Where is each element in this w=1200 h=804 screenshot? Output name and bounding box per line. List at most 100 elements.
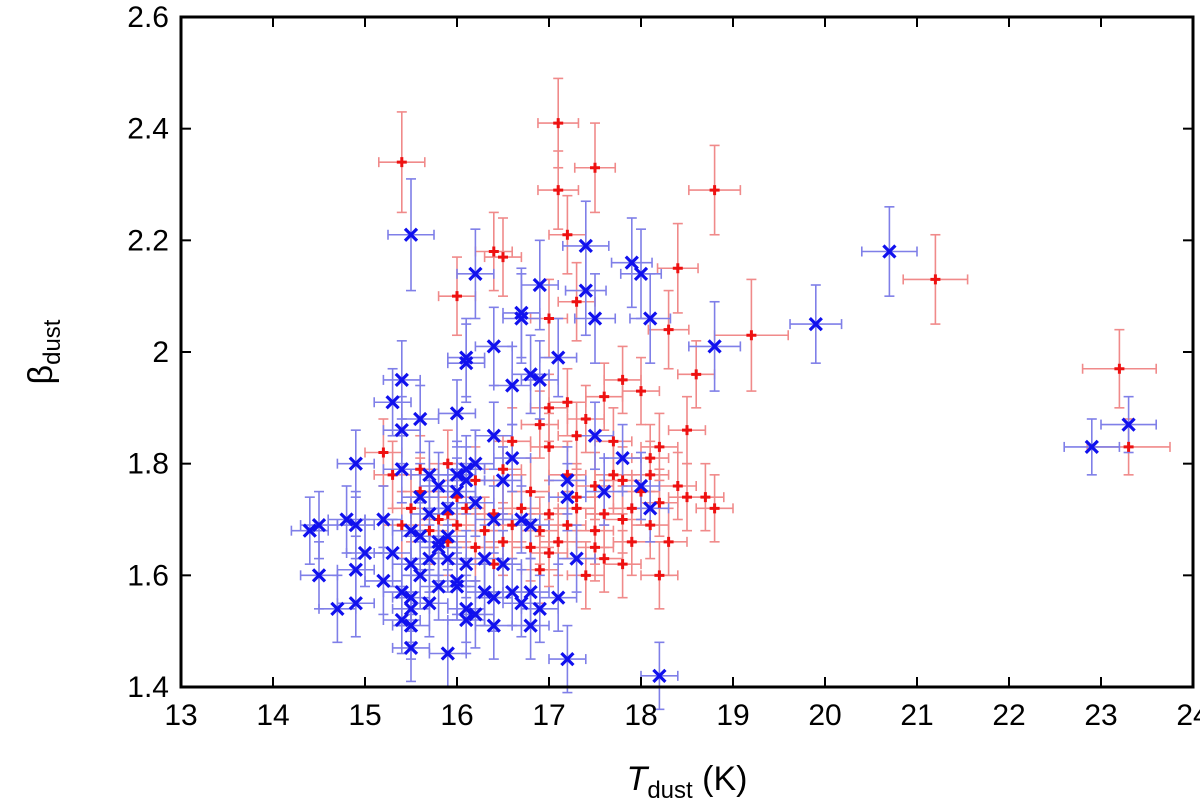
- data-point-plus: [470, 475, 481, 486]
- data-point-plus: [626, 503, 637, 514]
- data-point-plus: [452, 291, 462, 302]
- data-point-cross: [707, 339, 722, 354]
- data-markers: [302, 118, 1136, 683]
- data-point-cross: [486, 428, 501, 443]
- data-point-plus: [562, 520, 573, 531]
- data-point-plus: [645, 520, 656, 531]
- data-point-cross: [449, 573, 465, 589]
- x-axis-label-unit: (K): [693, 760, 748, 798]
- data-point-cross: [587, 311, 603, 326]
- axis-ticks: [180, 16, 1194, 688]
- y-tick-label: 2: [152, 336, 169, 369]
- data-point-cross: [486, 590, 501, 605]
- x-axis-label: Tdust (K): [627, 760, 748, 804]
- data-point-cross: [578, 283, 593, 298]
- data-point-plus: [682, 492, 692, 503]
- data-point-plus: [442, 458, 453, 469]
- y-axis-label-main: β: [22, 365, 60, 385]
- data-point-plus: [682, 425, 692, 436]
- data-point-cross: [403, 640, 419, 656]
- data-point-cross: [459, 462, 474, 477]
- x-tick-label: 16: [440, 699, 473, 732]
- data-point-cross: [431, 540, 446, 555]
- data-point-cross: [514, 512, 529, 527]
- data-point-plus: [709, 185, 720, 196]
- data-point-cross: [413, 411, 428, 427]
- data-point-cross: [394, 372, 409, 388]
- data-point-cross: [643, 501, 658, 516]
- data-point-plus: [746, 330, 757, 341]
- data-point-plus: [580, 570, 591, 581]
- x-axis-label-sub: dust: [647, 777, 693, 804]
- data-point-cross: [449, 579, 465, 594]
- data-point-cross: [505, 378, 520, 393]
- data-point-plus: [590, 525, 600, 536]
- data-point-plus: [534, 419, 545, 430]
- data-point-plus: [580, 414, 591, 424]
- data-point-plus: [663, 324, 674, 335]
- data-point-cross: [403, 523, 419, 538]
- x-tick-label: 23: [1084, 699, 1117, 732]
- data-point-cross: [348, 517, 363, 533]
- data-point-cross: [413, 568, 428, 583]
- data-point-plus: [636, 386, 646, 397]
- data-point-plus: [590, 162, 600, 173]
- data-point-plus: [479, 525, 490, 536]
- data-point-plus: [516, 503, 527, 514]
- x-tick-label: 14: [256, 699, 289, 732]
- data-point-cross: [422, 596, 437, 611]
- data-point-plus: [663, 536, 674, 547]
- data-point-cross: [560, 473, 575, 488]
- data-point-cross: [532, 372, 547, 388]
- data-point-cross: [633, 266, 649, 281]
- y-tick-label: 1.4: [127, 671, 169, 704]
- data-point-cross: [311, 568, 327, 583]
- data-point-plus: [544, 441, 554, 452]
- data-point-cross: [339, 512, 354, 527]
- data-point-cross: [376, 512, 391, 527]
- data-point-cross: [652, 668, 667, 683]
- data-point-cross: [385, 395, 400, 410]
- data-point-cross: [523, 618, 538, 633]
- data-point-cross: [459, 557, 474, 572]
- data-point-cross: [477, 551, 492, 566]
- data-point-plus: [534, 564, 545, 575]
- data-point-cross: [486, 339, 501, 354]
- data-point-plus: [553, 118, 564, 129]
- y-axis-label: βdust: [22, 319, 66, 384]
- data-point-plus: [525, 486, 536, 497]
- y-tick-labels: 1.4 1.6 1.8 2 2.2 2.4 2.6: [127, 1, 169, 704]
- data-point-cross: [459, 612, 474, 628]
- data-point-cross: [394, 612, 409, 628]
- data-point-cross: [431, 579, 446, 594]
- data-point-cross: [403, 227, 419, 242]
- data-point-cross: [882, 244, 897, 259]
- data-point-cross: [532, 277, 547, 293]
- data-point-cross: [514, 596, 529, 611]
- data-point-cross: [422, 551, 437, 566]
- data-point-plus: [525, 542, 536, 553]
- data-point-cross: [597, 484, 612, 499]
- data-point-cross: [311, 517, 327, 533]
- data-point-plus: [498, 536, 508, 547]
- data-point-cross: [348, 456, 363, 471]
- data-point-plus: [396, 157, 407, 168]
- data-point-cross: [468, 456, 483, 471]
- data-point-cross: [468, 607, 483, 622]
- data-point-cross: [459, 350, 474, 365]
- data-point-plus: [645, 453, 656, 464]
- data-point-cross: [486, 512, 501, 527]
- data-point-cross: [440, 529, 455, 544]
- data-point-plus: [672, 263, 683, 274]
- data-point-cross: [624, 255, 639, 270]
- plot-frame: [179, 15, 1195, 689]
- data-point-cross: [505, 584, 520, 600]
- data-point-plus: [590, 542, 600, 553]
- data-point-cross: [449, 484, 465, 499]
- data-point-cross: [403, 618, 419, 633]
- data-point-cross: [459, 356, 474, 371]
- data-point-plus: [645, 469, 656, 480]
- x-axis-label-main: T: [627, 760, 650, 798]
- x-tick-label: 19: [716, 699, 749, 732]
